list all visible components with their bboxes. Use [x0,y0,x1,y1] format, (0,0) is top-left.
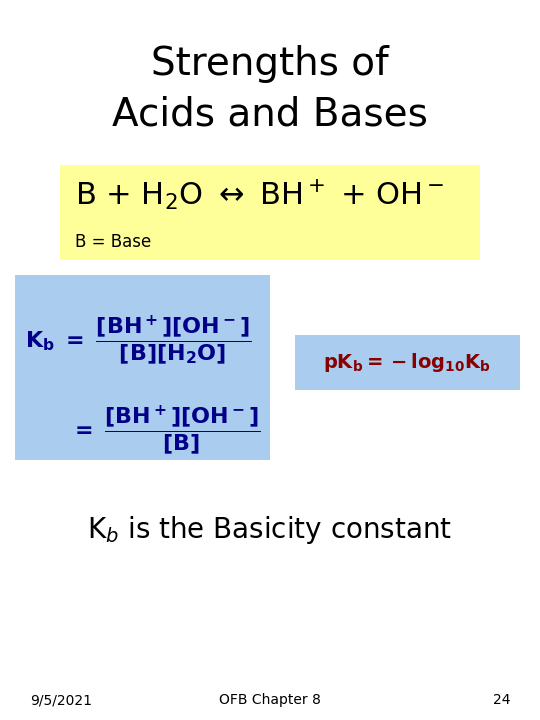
Text: OFB Chapter 8: OFB Chapter 8 [219,693,321,707]
Text: $\mathbf{K_b\ =\ \dfrac{[BH^+][OH^-]}{[B][H_2O]}}$: $\mathbf{K_b\ =\ \dfrac{[BH^+][OH^-]}{[B… [25,313,252,366]
Text: Acids and Bases: Acids and Bases [112,95,428,133]
FancyBboxPatch shape [60,165,480,260]
FancyBboxPatch shape [295,335,520,390]
Text: K$_b$ is the Basicity constant: K$_b$ is the Basicity constant [87,514,453,546]
Text: $\mathbf{=\ \dfrac{[BH^+][OH^-]}{[B]}}$: $\mathbf{=\ \dfrac{[BH^+][OH^-]}{[B]}}$ [70,403,260,456]
Text: B = Base: B = Base [75,233,151,251]
Text: $\mathbf{pK_b = -log_{10}K_b}$: $\mathbf{pK_b = -log_{10}K_b}$ [323,351,491,374]
FancyBboxPatch shape [15,275,270,460]
Text: Strengths of: Strengths of [151,45,389,83]
Text: 24: 24 [492,693,510,707]
Text: 9/5/2021: 9/5/2021 [30,693,92,707]
Text: B + H$_2$O $\leftrightarrow$ BH$^+$ + OH$^-$: B + H$_2$O $\leftrightarrow$ BH$^+$ + OH… [75,178,444,212]
